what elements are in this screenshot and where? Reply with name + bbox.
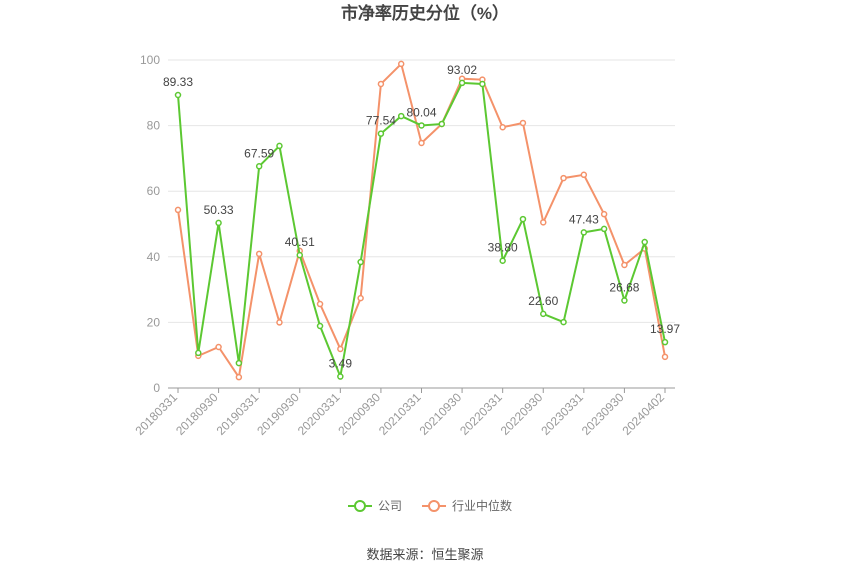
point xyxy=(600,210,608,218)
x-tick-label: 20240402 xyxy=(619,390,667,438)
data-label: 40.51 xyxy=(285,235,315,249)
point xyxy=(438,120,446,128)
point xyxy=(276,319,283,326)
point xyxy=(397,60,405,68)
point xyxy=(661,338,669,346)
point xyxy=(418,122,425,129)
source: 数据来源：恒生聚源 xyxy=(366,547,483,562)
x-tick-label: 20220331 xyxy=(457,390,505,438)
y-tick-label: 0 xyxy=(153,381,160,395)
data-label: 80.04 xyxy=(406,105,436,119)
point xyxy=(357,258,364,266)
data-label: 50.33 xyxy=(204,203,234,217)
data-label: 89.33 xyxy=(163,75,193,89)
x-tick-label: 20200930 xyxy=(335,390,383,438)
point xyxy=(600,225,608,233)
point xyxy=(519,215,527,223)
point xyxy=(661,353,669,361)
data-label: 67.59 xyxy=(244,146,274,160)
point xyxy=(499,123,506,131)
legend-label: 公司 xyxy=(378,499,402,513)
point xyxy=(195,349,202,357)
point xyxy=(580,171,588,179)
point xyxy=(276,142,283,150)
point xyxy=(499,257,506,264)
point xyxy=(235,373,243,381)
data-label: 26.68 xyxy=(609,280,639,294)
point xyxy=(215,219,222,227)
point xyxy=(337,373,344,380)
x-tick-label: 20200331 xyxy=(295,390,343,438)
point xyxy=(377,80,385,88)
point xyxy=(580,229,588,236)
point xyxy=(540,310,547,318)
x-tick-label: 20180930 xyxy=(173,390,221,438)
point xyxy=(337,345,344,353)
data-label: 13.97 xyxy=(650,322,680,336)
x-tick-label: 20190930 xyxy=(254,390,302,438)
point xyxy=(316,322,324,330)
legend-marker xyxy=(428,500,441,512)
point xyxy=(397,112,405,120)
x-tick-label: 20230930 xyxy=(579,390,627,438)
data-label: 38.80 xyxy=(488,241,518,255)
x-tick-label: 20190331 xyxy=(214,390,262,438)
point xyxy=(458,79,466,87)
chart-title: 市净率历史分位（%） xyxy=(341,3,509,23)
point xyxy=(215,343,222,351)
point xyxy=(479,80,486,88)
point xyxy=(377,130,385,137)
point xyxy=(540,219,547,226)
data-label: 3.49 xyxy=(329,357,353,371)
point xyxy=(621,297,628,304)
point xyxy=(621,261,628,269)
point xyxy=(174,206,182,214)
y-tick-label: 40 xyxy=(147,250,161,264)
legend-marker xyxy=(354,500,366,512)
y-tick-label: 60 xyxy=(147,184,161,198)
data-label: 22.60 xyxy=(528,294,558,308)
point xyxy=(357,294,364,302)
x-tick-label: 20210930 xyxy=(417,390,465,438)
x-tick-label: 20230331 xyxy=(538,390,586,438)
y-tick-label: 80 xyxy=(147,119,161,133)
data-label: 47.43 xyxy=(569,212,599,226)
data-label: 77.54 xyxy=(366,114,396,128)
x-tick-label: 20210331 xyxy=(376,390,424,438)
point xyxy=(641,238,648,246)
legend-label: 行业中位数 xyxy=(452,498,512,513)
point xyxy=(418,139,425,147)
point xyxy=(316,300,324,308)
point xyxy=(174,91,182,99)
point xyxy=(235,359,243,367)
point xyxy=(296,251,303,259)
point xyxy=(519,119,527,127)
x-tick-label: 20180331 xyxy=(132,390,180,438)
x-tick-label: 20220930 xyxy=(498,390,546,438)
y-tick-label: 20 xyxy=(147,315,161,329)
point xyxy=(560,318,567,326)
data-label: 93.02 xyxy=(447,63,477,77)
point xyxy=(255,163,263,170)
point xyxy=(255,250,263,258)
point xyxy=(560,174,567,182)
y-tick-label: 100 xyxy=(140,53,160,67)
